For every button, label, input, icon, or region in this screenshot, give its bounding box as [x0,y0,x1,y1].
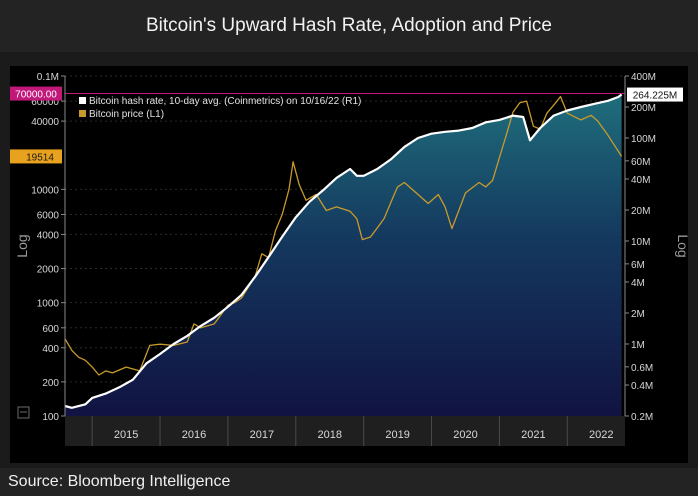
source-bar: Source: Bloomberg Intelligence [0,468,698,496]
page-title: Bitcoin's Upward Hash Rate, Adoption and… [145,15,552,36]
reference-value-tag: 70000.00 [10,86,62,101]
hash-value-tag-text: 264.225M [633,91,677,102]
hash-value-tag: 264.225M [627,87,683,102]
hash-rate-area [65,94,622,416]
x-tick-label: 2015 [114,429,138,441]
right-tick-label: 200M [631,103,656,114]
price-value-tag-bg [10,149,62,164]
left-tick-label: 1000 [37,299,60,310]
x-tick-label: 2022 [589,429,613,441]
right-tick-label: 60M [631,157,650,168]
hash-rate-area-layer [65,94,622,416]
right-tick-label: 0.6M [631,363,653,374]
hash-rate-line [64,93,623,409]
left-tick-label: 60000 [31,97,59,108]
right-tick-label: 20M [631,206,650,217]
left-axis-title: Log [14,234,30,257]
x-tick-label: 2020 [453,429,477,441]
legend-label-price: Bitcoin price (L1) [89,109,164,120]
x-tick-label: 2019 [385,429,409,441]
right-tick-label: 10M [631,237,650,248]
reference-value-tag-bg [10,86,62,101]
left-tick-label: 600 [42,324,59,335]
right-tick-label: 100M [631,134,656,145]
x-tick-label: 2018 [317,429,341,441]
title-bar: Bitcoin's Upward Hash Rate, Adoption and… [0,0,698,52]
legend-entry-price: Bitcoin price (L1) [79,109,164,120]
right-tick-label: 4M [631,278,645,289]
left-tick-label: 4000 [37,230,60,241]
left-tick-label: 200 [42,378,59,389]
left-tick-label: 400 [42,344,59,355]
chart-corner-icon [17,406,30,419]
right-axis-title: Log [675,234,688,257]
hash-value-tag-bg [627,87,683,102]
right-tick-label: 6M [631,260,645,271]
right-tick-label: 2M [631,309,645,320]
left-tick-label: 6000 [37,210,60,221]
price-value-tag-text: 19514 [26,152,54,163]
left-tick-label: 10000 [31,185,59,196]
source-text: Source: Bloomberg Intelligence [8,473,231,490]
series-lines-layer [64,93,623,409]
x-tick-label: 2017 [250,429,274,441]
axes-layer: 2015 2016 2017 2018 2019 2020 2021 20220.1M6000… [10,72,688,446]
x-axis-band [65,416,625,446]
chart-panel: 2015 2016 2017 2018 2019 2020 2021 2022 0.1M 6000… [10,66,688,463]
legend-label-hash-rate: Bitcoin hash rate, 10-day avg. (Coinmetr… [89,96,361,107]
chart-corner-icon-frame [17,406,30,419]
x-tick-label: 2021 [521,429,545,441]
reference-value-tag-text: 70000.00 [15,90,57,101]
right-tick-label: 0.4M [631,381,653,392]
price-value-tag: 19514 [10,149,62,164]
x-tick-label: 2016 [182,429,206,441]
chart-svg: 2015 2016 2017 2018 2019 2020 2021 20220.1M6000… [10,72,688,446]
left-tick-label: 0.1M [37,72,59,83]
right-tick-label: 0.2M [631,412,653,423]
legend: Bitcoin hash rate, 10-day avg. (Coinmetr… [79,96,361,120]
left-tick-label: 40000 [31,117,59,128]
legend-entry-hash-rate: Bitcoin hash rate, 10-day avg. (Coinmetr… [79,96,361,107]
left-tick-label: 2000 [37,265,60,276]
right-tick-label: 40M [631,175,650,186]
right-tick-label: 400M [631,72,656,83]
right-tick-label: 1M [631,340,645,351]
left-tick-label: 100 [42,412,59,423]
legend-swatch-hash-rate [79,97,86,104]
legend-swatch-price [79,110,86,117]
